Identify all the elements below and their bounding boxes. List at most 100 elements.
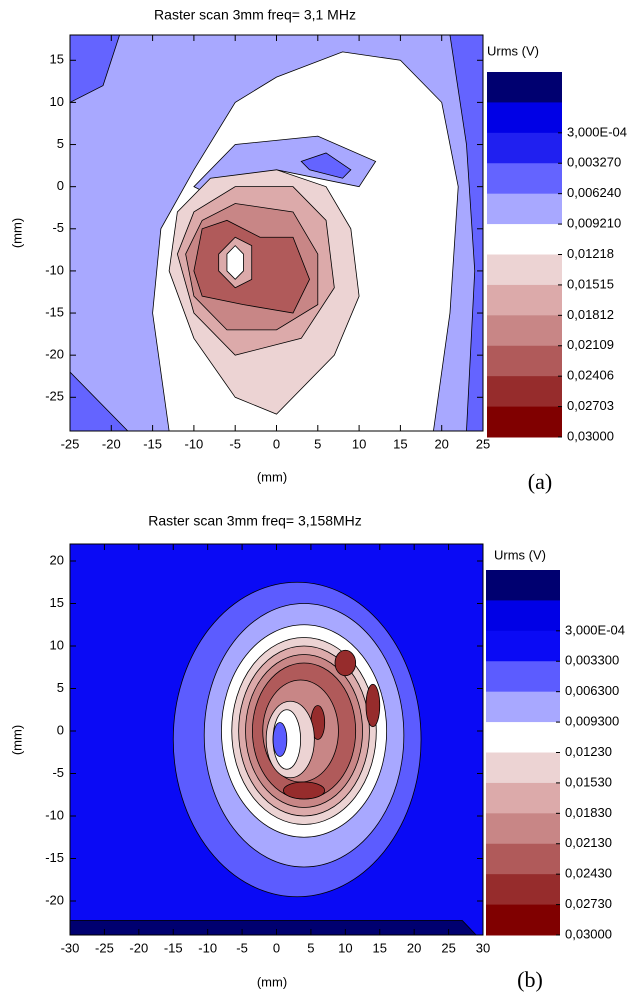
colorbar-band: [487, 345, 562, 377]
y-tick-label: -15: [45, 304, 64, 319]
colorbar-label: 0,01812: [567, 307, 614, 322]
y-tick-label: -15: [45, 850, 64, 865]
x-tick-label: 0: [273, 436, 280, 451]
colorbar-label: 0,03000: [567, 428, 614, 443]
y-tick-label: -25: [45, 389, 64, 404]
chart-title: Raster scan 3mm freq= 3,1 MHz: [154, 7, 356, 23]
colorbar-band: [487, 163, 562, 195]
y-tick-label: 0: [57, 178, 64, 193]
x-tick-label: -5: [229, 436, 241, 451]
y-tick-label: 20: [50, 552, 64, 567]
x-tick-label: -15: [143, 436, 162, 451]
colorbar-title: Urms (V): [494, 547, 546, 562]
x-tick-label: -20: [102, 436, 121, 451]
contour-region: [449, 35, 483, 431]
x-tick-label: 30: [476, 940, 490, 955]
y-tick-label: 5: [57, 136, 64, 151]
colorbar-label: 0,02730: [565, 896, 612, 911]
contour-region: [334, 649, 357, 677]
colorbar-label: 0,02406: [567, 368, 614, 383]
x-tick-label: -10: [185, 436, 204, 451]
y-tick-label: 15: [50, 595, 64, 610]
colorbar-label: 0,01218: [567, 246, 614, 261]
y-tick-label: 10: [50, 637, 64, 652]
colorbar-band: [487, 406, 562, 438]
colorbar-band: [486, 782, 560, 814]
colorbar-band: [486, 843, 560, 875]
chart-title: Raster scan 3mm freq= 3,158MHz: [148, 513, 362, 529]
contour-region: [365, 683, 381, 728]
colorbar-band: [487, 224, 562, 255]
panel-label: (a): [528, 469, 552, 494]
x-tick-label: 5: [314, 436, 321, 451]
colorbar-band: [487, 102, 562, 134]
panel-label: (b): [517, 967, 543, 992]
y-tick-label: -10: [45, 807, 64, 822]
colorbar-band: [487, 193, 562, 225]
contour-region: [282, 781, 326, 800]
colorbar-band: [486, 813, 560, 845]
colorbar-band: [487, 132, 562, 164]
contour-region: [70, 35, 120, 103]
colorbar-band: [486, 874, 560, 906]
colorbar-label: 0,003270: [567, 155, 621, 170]
colorbar-label: 0,02430: [565, 866, 612, 881]
y-tick-label: 5: [57, 680, 64, 695]
colorbar-band: [487, 254, 562, 286]
colorbar-label: 0,009210: [567, 216, 621, 231]
y-tick-label: -5: [52, 220, 64, 235]
x-tick-label: -5: [236, 940, 248, 955]
x-axis-label: (mm): [257, 974, 287, 989]
colorbar-band: [487, 315, 562, 347]
y-axis-label: (mm): [9, 725, 24, 755]
x-tick-label: 0: [273, 940, 280, 955]
contour-field: [70, 544, 483, 935]
y-tick-label: -20: [45, 892, 64, 907]
colorbar-band: [486, 752, 560, 784]
colorbar-band: [486, 600, 560, 632]
colorbar-band: [486, 722, 560, 753]
y-tick-label: 0: [57, 722, 64, 737]
x-tick-label: 10: [352, 436, 366, 451]
colorbar-band: [487, 376, 562, 408]
x-tick-label: -25: [95, 940, 114, 955]
y-tick-label: -5: [52, 765, 64, 780]
x-tick-label: -10: [198, 940, 217, 955]
x-tick-label: 15: [373, 940, 387, 955]
y-tick-label: 10: [50, 94, 64, 109]
colorbar-label: 0,009300: [565, 714, 619, 729]
y-tick-label: -20: [45, 347, 64, 362]
colorbar-label: 0,03000: [565, 926, 612, 941]
colorbar-band: [487, 284, 562, 316]
colorbar-label: 0,003300: [565, 653, 619, 668]
colorbar-label: 0,006300: [565, 683, 619, 698]
colorbar-label: 0,01515: [567, 276, 614, 291]
colorbar-label: 0,01530: [565, 774, 612, 789]
x-tick-label: -20: [129, 940, 148, 955]
x-tick-label: 20: [407, 940, 421, 955]
colorbar-label: 0,02130: [565, 835, 612, 850]
colorbar-band: [486, 570, 560, 601]
colorbar-label: 3,000E-04: [567, 124, 627, 139]
colorbar-band: [486, 661, 560, 693]
x-tick-label: 15: [393, 436, 407, 451]
x-tick-label: 20: [434, 436, 448, 451]
y-axis-label: (mm): [9, 218, 24, 248]
y-tick-label: 15: [50, 52, 64, 67]
colorbar-band: [486, 691, 560, 723]
contour-region: [272, 722, 288, 757]
x-tick-label: -30: [61, 940, 80, 955]
x-tick-label: 25: [441, 940, 455, 955]
colorbar-label: 0,02109: [567, 337, 614, 352]
colorbar-label: 0,01230: [565, 744, 612, 759]
contour-region: [226, 245, 244, 280]
contour-field: [70, 35, 483, 431]
colorbar-label: 0,006240: [567, 185, 621, 200]
x-tick-label: 5: [307, 940, 314, 955]
colorbar-label: 3,000E-04: [565, 622, 625, 637]
contour-region: [300, 152, 352, 179]
colorbar-title: Urms (V): [487, 43, 539, 58]
contour-region: [70, 920, 477, 935]
contour-region: [70, 371, 129, 431]
